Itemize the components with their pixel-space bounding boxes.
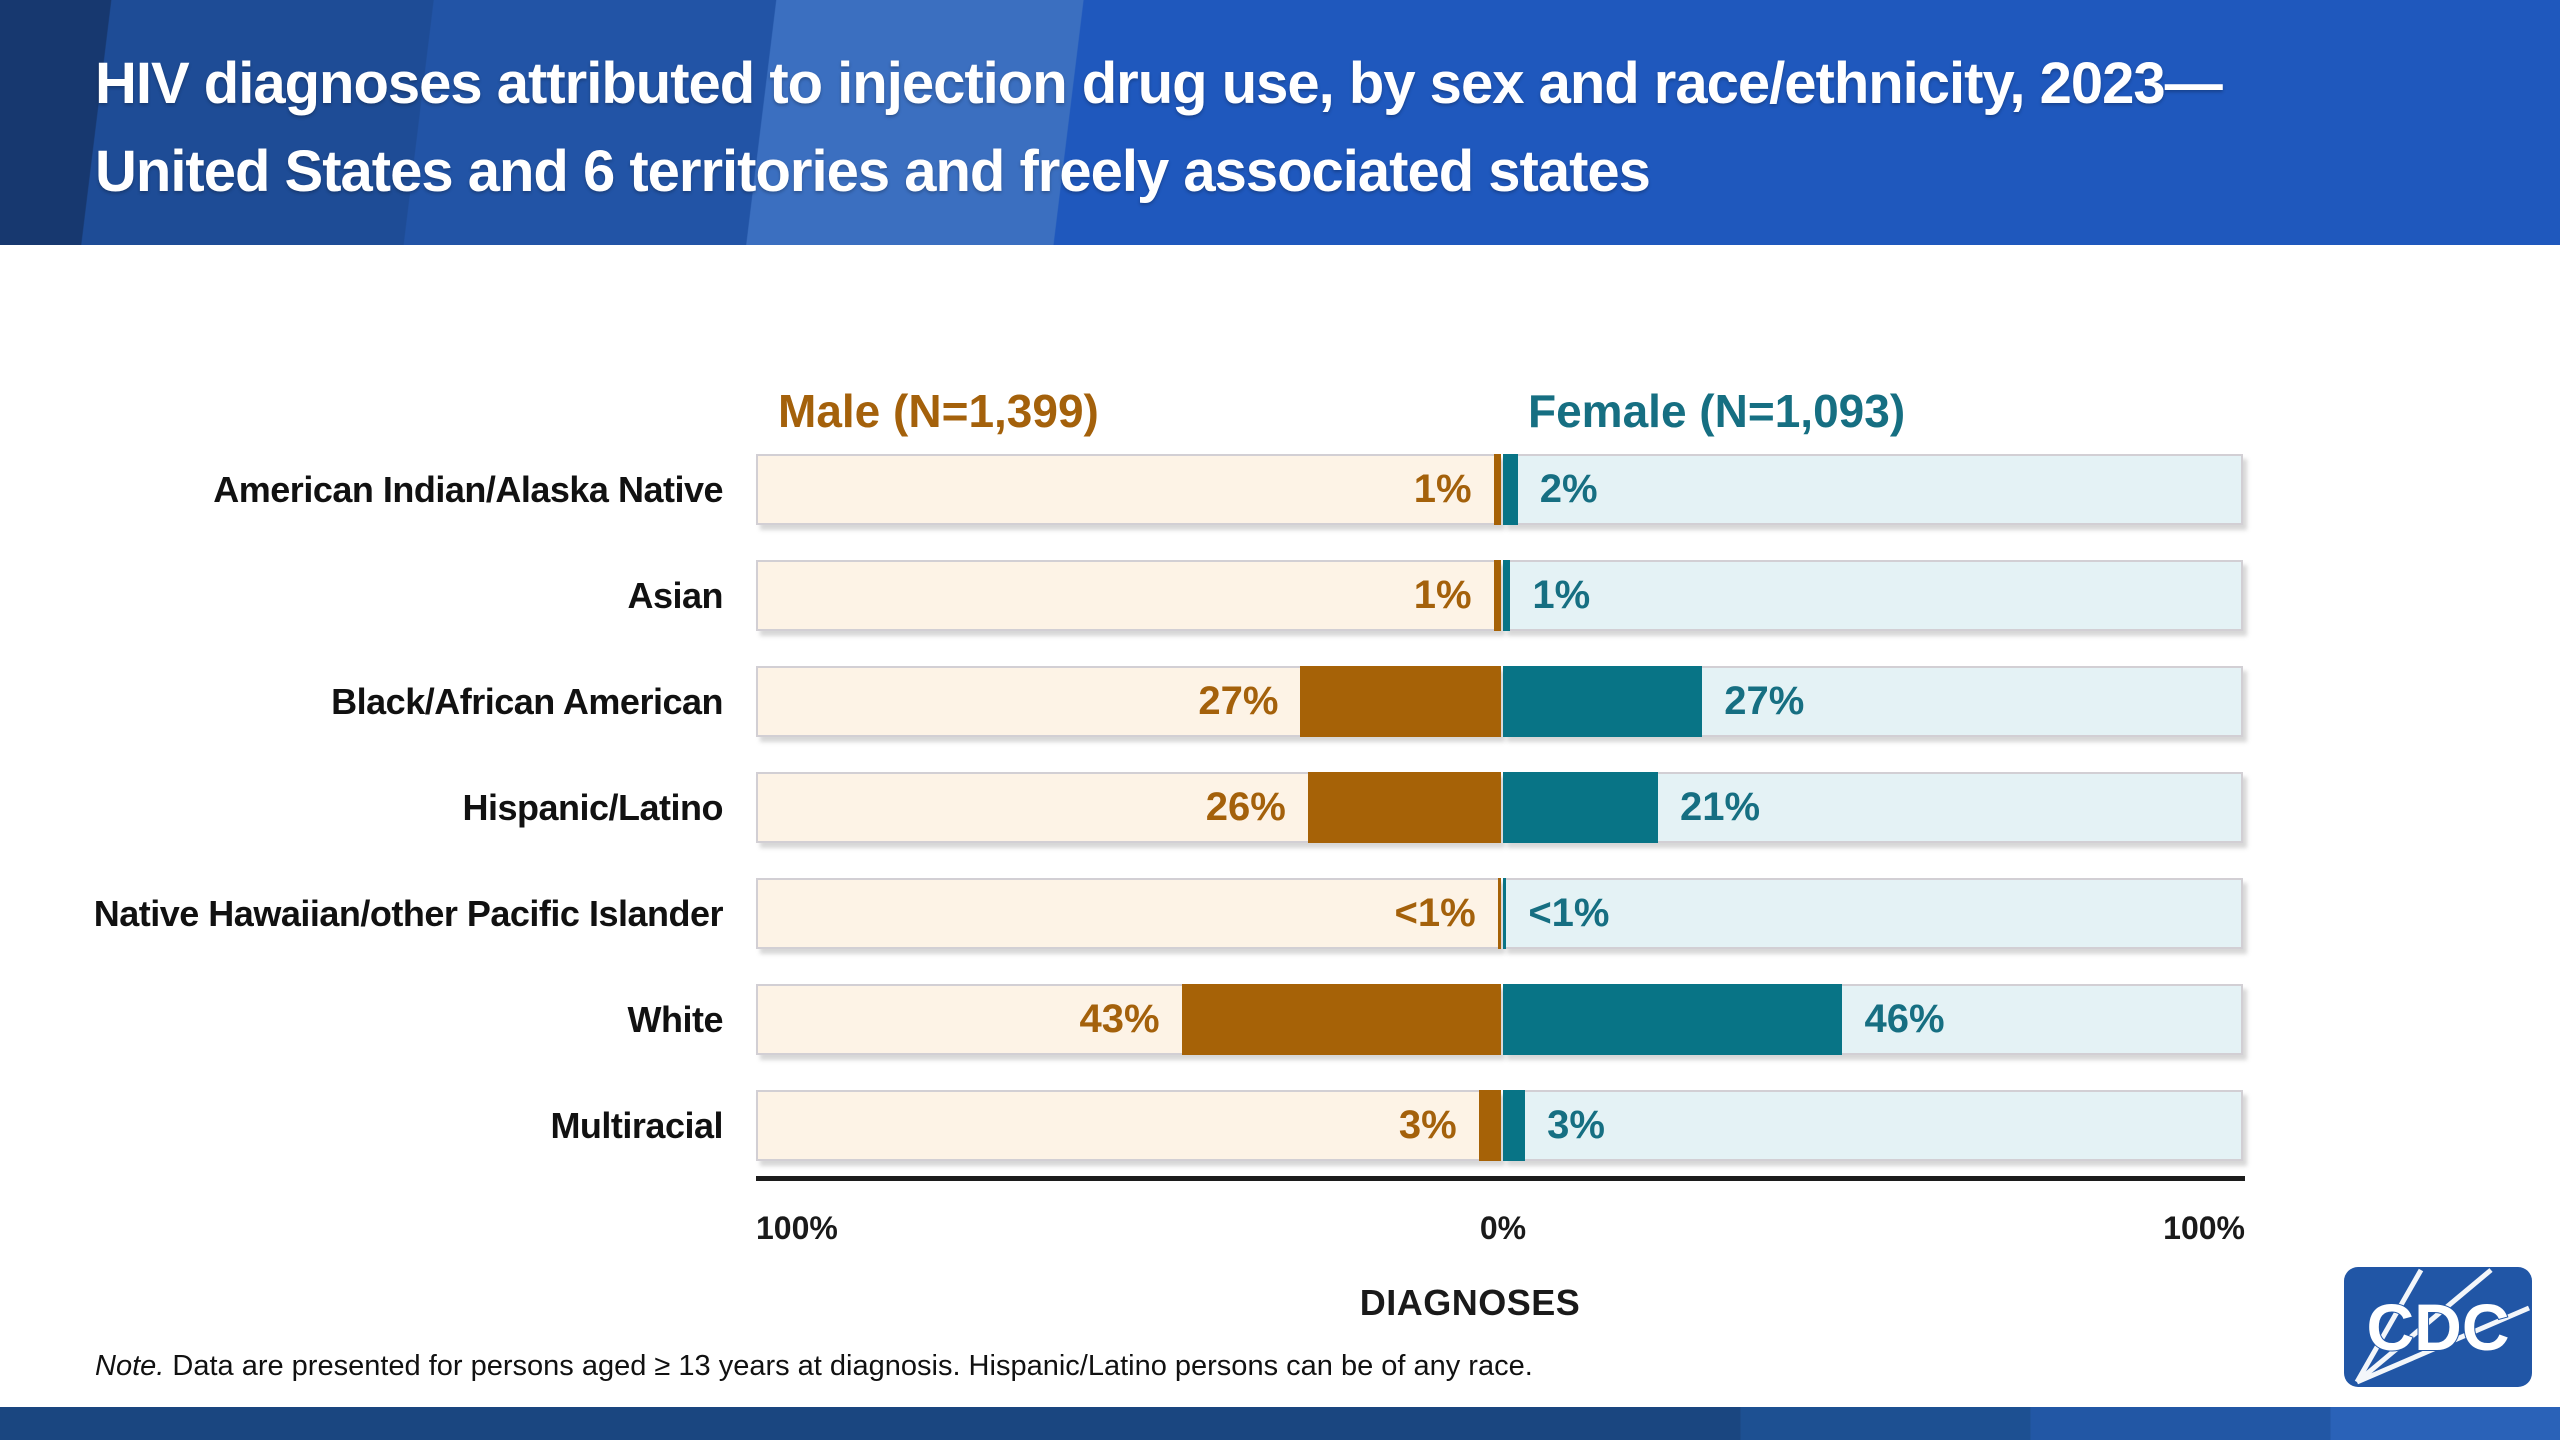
male-bar-track: 1% [756, 454, 1501, 525]
male-value-label: 26% [1205, 785, 1286, 829]
male-bar-segment [1493, 454, 1501, 525]
legend-female: Female (N=1,093) [1528, 385, 1906, 437]
x-tick-left: 100% [756, 1210, 838, 1246]
male-bar-track: <1% [756, 878, 1501, 949]
category-label: Black/African American [331, 680, 723, 722]
male-value-label: 3% [1398, 1103, 1457, 1147]
footnote-word: Note. [95, 1350, 165, 1382]
female-value-label: 46% [1864, 997, 1945, 1041]
female-value-label: 2% [1539, 467, 1598, 511]
chart-row: Asian 1% 1% [0, 560, 2560, 631]
female-bar-track: 46% [1503, 984, 2243, 1055]
category-label: Hispanic/Latino [462, 786, 723, 828]
female-bar-track: 2% [1503, 454, 2243, 525]
chart-row: American Indian/Alaska Native 1% 2% [0, 454, 2560, 525]
header-band: HIV diagnoses attributed to injection dr… [0, 0, 2560, 245]
category-label: Asian [627, 574, 723, 616]
chart-row: Black/African American 27% 27% [0, 666, 2560, 737]
male-bar-track: 43% [756, 984, 1501, 1055]
male-bar-segment [1307, 772, 1501, 843]
x-tick-right: 100% [2163, 1210, 2245, 1246]
female-value-label: <1% [1528, 891, 1610, 935]
male-bar-segment [1181, 984, 1501, 1055]
female-bar-segment [1503, 772, 1658, 843]
cdc-logo: CDC [2344, 1267, 2532, 1387]
male-bar-track: 1% [756, 560, 1501, 631]
male-bar-segment [1478, 1090, 1501, 1161]
female-bar-track: 27% [1503, 666, 2243, 737]
chart-row: Native Hawaiian/other Pacific Islander <1… [0, 878, 2560, 949]
footnote: Note. Data are presented for persons age… [95, 1350, 1533, 1383]
female-value-label: 27% [1724, 679, 1805, 723]
female-bar-segment [1503, 1090, 1526, 1161]
footnote-text: Data are presented for persons aged ≥ 13… [164, 1350, 1533, 1382]
male-value-label: <1% [1394, 891, 1476, 935]
female-bar-segment [1503, 984, 1843, 1055]
legend-male: Male (N=1,399) [778, 385, 1099, 437]
chart-row: Multiracial 3% 3% [0, 1090, 2560, 1161]
male-value-label: 1% [1413, 573, 1472, 617]
chart-row: Hispanic/Latino 26% 21% [0, 772, 2560, 843]
category-label: White [627, 998, 724, 1040]
female-bar-track: <1% [1503, 878, 2243, 949]
male-bar-segment [1497, 878, 1501, 949]
female-bar-segment [1503, 666, 1703, 737]
female-bar-track: 21% [1503, 772, 2243, 843]
male-bar-track: 3% [756, 1090, 1501, 1161]
female-bar-track: 1% [1503, 560, 2243, 631]
x-tick-center: 0% [1479, 1210, 1527, 1246]
chart-row: White 43% 46% [0, 984, 2560, 1055]
category-label: Native Hawaiian/other Pacific Islander [93, 892, 724, 934]
female-bar-segment [1503, 454, 1518, 525]
cdc-logo-text: CDC [2367, 1290, 2510, 1364]
male-value-label: 1% [1413, 467, 1472, 511]
female-bar-segment [1503, 560, 1511, 631]
male-value-label: 43% [1079, 997, 1160, 1041]
category-label: Multiracial [550, 1104, 723, 1146]
male-value-label: 27% [1198, 679, 1279, 723]
category-label: American Indian/Alaska Native [213, 468, 723, 510]
slide-title-line2: United States and 6 territories and free… [95, 139, 1651, 204]
female-bar-segment [1503, 878, 1507, 949]
male-bar-track: 27% [756, 666, 1501, 737]
slide-title-line1: HIV diagnoses attributed to injection dr… [95, 51, 2223, 116]
male-bar-segment [1493, 560, 1501, 631]
female-value-label: 3% [1547, 1103, 1605, 1147]
footer-strip [0, 1407, 2560, 1440]
female-value-label: 1% [1532, 573, 1591, 617]
female-value-label: 21% [1679, 785, 1761, 829]
x-axis-line [756, 1176, 2245, 1181]
slide-title: HIV diagnoses attributed to injection dr… [95, 40, 2223, 216]
male-bar-track: 26% [756, 772, 1501, 843]
male-bar-segment [1300, 666, 1501, 737]
female-bar-track: 3% [1503, 1090, 2243, 1161]
x-axis-label: DIAGNOSES [1359, 1282, 1581, 1323]
